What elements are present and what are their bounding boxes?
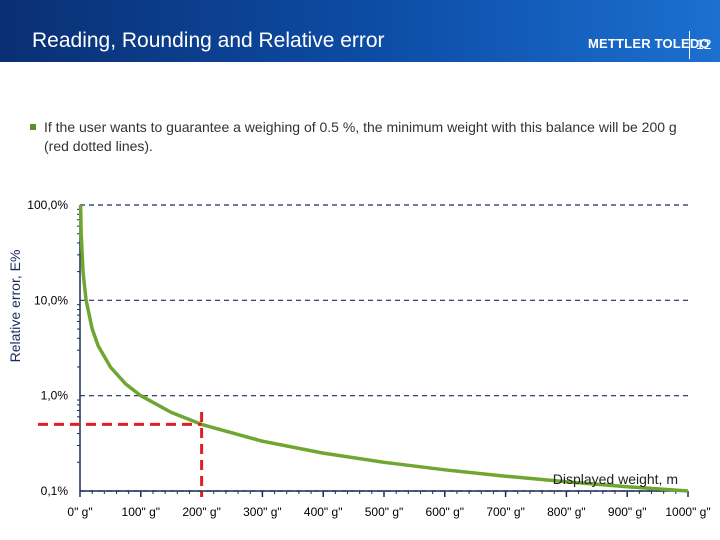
- page-title: Reading, Rounding and Relative error: [32, 29, 385, 52]
- relative-error-curve: [78, 204, 689, 493]
- x-tick-label: 600" g": [426, 505, 465, 519]
- bullet-square-icon: [30, 124, 36, 130]
- x-tick-label: 300" g": [243, 505, 282, 519]
- bullet-text: If the user wants to guarantee a weighin…: [44, 119, 677, 154]
- slide-number: 12: [696, 36, 712, 52]
- brand-divider: [689, 31, 690, 59]
- x-tick-label: 0" g": [67, 505, 92, 519]
- x-tick-label: 900" g": [608, 505, 647, 519]
- x-tick-label: 100" g": [122, 505, 161, 519]
- x-tick-label: 700" g": [486, 505, 525, 519]
- x-axis-label: Displayed weight, m: [553, 471, 678, 487]
- x-tick-label: 200" g": [182, 505, 221, 519]
- brand-logo: METTLER TOLEDO: [588, 36, 710, 51]
- header-bar: Reading, Rounding and Relative error MET…: [0, 0, 720, 62]
- y-tick-label: 100,0%: [27, 198, 68, 212]
- x-tick-label: 1000" g": [665, 505, 710, 519]
- y-tick-label: 1,0%: [41, 389, 69, 403]
- y-tick-label: 0,1%: [41, 484, 69, 498]
- x-tick-label: 500" g": [365, 505, 404, 519]
- y-tick-label: 10,0%: [34, 293, 68, 307]
- x-tick-label: 800" g": [547, 505, 586, 519]
- x-tick-label: 400" g": [304, 505, 343, 519]
